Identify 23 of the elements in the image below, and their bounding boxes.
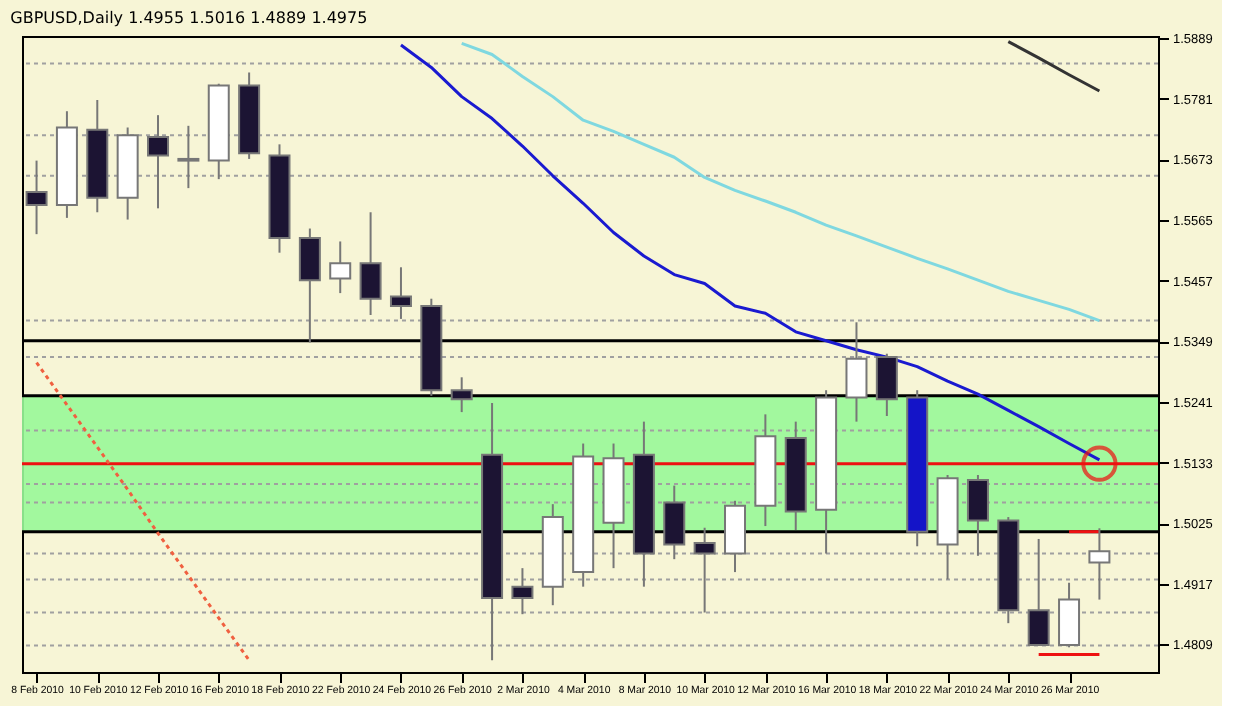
candlestick <box>298 227 321 344</box>
candlestick <box>875 352 898 418</box>
candlestick <box>389 266 412 320</box>
line-series <box>460 41 1101 323</box>
candlestick <box>177 124 200 190</box>
candlestick <box>724 499 746 574</box>
candlestick <box>359 211 382 316</box>
line-series <box>35 361 251 662</box>
candlestick <box>1058 581 1081 649</box>
candlestick <box>1027 537 1050 647</box>
candlestick <box>663 484 686 561</box>
candlestick <box>845 321 868 423</box>
candlestick <box>450 376 473 414</box>
candlestick <box>511 567 534 616</box>
candlestick <box>693 526 716 614</box>
chart-title: GBPUSD,Daily 1.4955 1.5016 1.4889 1.4975 <box>10 8 368 27</box>
candlestick <box>329 240 352 295</box>
candlestick <box>966 473 989 557</box>
candlestick <box>25 159 48 236</box>
line-series <box>399 43 1101 462</box>
candlestick <box>1088 527 1111 601</box>
candlestick <box>147 114 170 210</box>
line-series <box>1006 40 1101 93</box>
